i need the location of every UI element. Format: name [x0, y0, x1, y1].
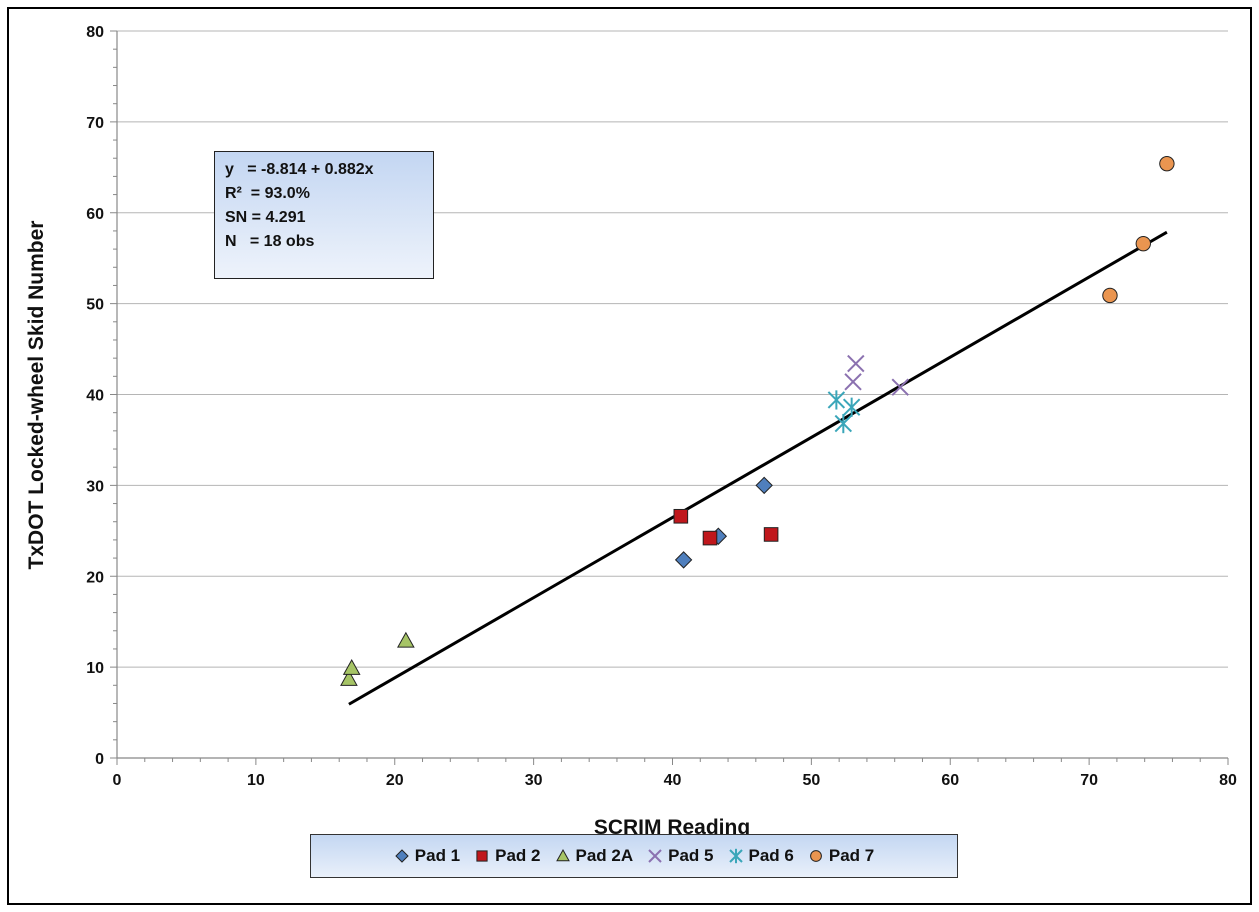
legend-item-pad-1: Pad 1: [394, 846, 460, 866]
legend-item-pad-2a: Pad 2A: [555, 846, 634, 866]
r-squared: R² = 93.0%: [225, 185, 310, 202]
legend-marker-pad-7: [809, 850, 822, 862]
x-tick-label-0: 0: [113, 772, 122, 789]
point-pad-6-3: [834, 413, 853, 434]
point-pad-7-1: [1159, 155, 1175, 172]
trendline-layer: [348, 230, 1168, 706]
point-pad-2a-3: [397, 631, 415, 648]
point-pad-5-1: [847, 354, 865, 373]
legend-marker-pad-1: [395, 849, 409, 863]
gridlines: [117, 30, 1228, 668]
standard-error: SN = 4.291: [225, 209, 306, 226]
legend-label-pad-1: Pad 1: [414, 846, 461, 865]
legend-item-pad-6: Pad 6: [728, 846, 794, 866]
data-points: [340, 155, 1175, 686]
x-tick-label-60: 60: [941, 772, 959, 789]
y-tick-label-30: 30: [86, 478, 104, 495]
legend-item-pad-7: Pad 7: [808, 846, 874, 866]
legend-label-pad-2a: Pad 2A: [575, 846, 634, 865]
regression-stats-box: y = -8.814 + 0.882x R² = 93.0% SN = 4.29…: [214, 151, 434, 279]
tick-labels: 0 10 20 30 40 50 60 70 80 0 10 20 30 40 50 60 70 80: [86, 24, 1237, 789]
point-pad-6-2: [842, 397, 861, 417]
y-tick-label-50: 50: [86, 297, 104, 314]
x-tick-label-40: 40: [664, 772, 682, 789]
y-tick-label-0: 0: [95, 751, 104, 768]
regression-equation: y = -8.814 + 0.882x: [225, 161, 374, 178]
legend-marker-pad-6: [728, 848, 743, 864]
legend-label-pad-7: Pad 7: [828, 846, 875, 865]
point-pad-1-3: [755, 476, 773, 495]
legend-label-pad-5: Pad 5: [668, 846, 714, 865]
y-tick-label-60: 60: [86, 206, 104, 223]
legend-marker-pad-2: [476, 850, 488, 862]
point-pad-2a-1: [340, 669, 358, 686]
point-pad-7-2: [1135, 235, 1151, 252]
point-pad-5-2: [844, 373, 862, 391]
legend-item-pad-5: Pad 5: [647, 846, 714, 866]
point-pad-2a-2: [342, 659, 361, 675]
legend-marker-pad-5: [648, 849, 662, 863]
regression-trendline: [348, 230, 1168, 706]
axes: [110, 30, 1229, 765]
legend-item-pad-2: Pad 2: [474, 846, 541, 866]
x-axis-label: SCRIM Reading: [594, 816, 750, 839]
y-tick-label-20: 20: [86, 569, 104, 586]
legend-label-pad-6: Pad 6: [748, 846, 794, 865]
point-pad-6-1: [827, 390, 846, 410]
legend-marker-pad-2a: [555, 848, 570, 862]
observation-count: N = 18 obs: [225, 233, 315, 250]
y-tick-label-70: 70: [86, 115, 104, 132]
y-tick-label-10: 10: [86, 660, 104, 677]
point-pad-1-1: [674, 551, 693, 569]
point-pad-2-1: [673, 508, 689, 524]
x-tick-label-30: 30: [525, 772, 543, 789]
point-pad-7-3: [1102, 287, 1118, 304]
point-pad-5-3: [891, 378, 909, 396]
legend-label-pad-2: Pad 2: [495, 846, 541, 865]
point-pad-2-2: [702, 530, 718, 546]
x-tick-label-50: 50: [802, 772, 820, 789]
y-axis-label: TxDOT Locked-wheel Skid Number: [25, 221, 48, 570]
x-tick-label-20: 20: [386, 772, 404, 789]
legend: Pad 1 Pad 2 Pad 2A Pad 5 Pad 6 Pad 7: [310, 834, 958, 878]
y-tick-label-80: 80: [86, 24, 104, 41]
x-tick-label-10: 10: [247, 772, 265, 789]
x-tick-label-70: 70: [1080, 772, 1098, 789]
x-tick-label-80: 80: [1219, 772, 1237, 789]
y-tick-label-40: 40: [86, 388, 104, 405]
point-pad-2-3: [763, 527, 779, 542]
